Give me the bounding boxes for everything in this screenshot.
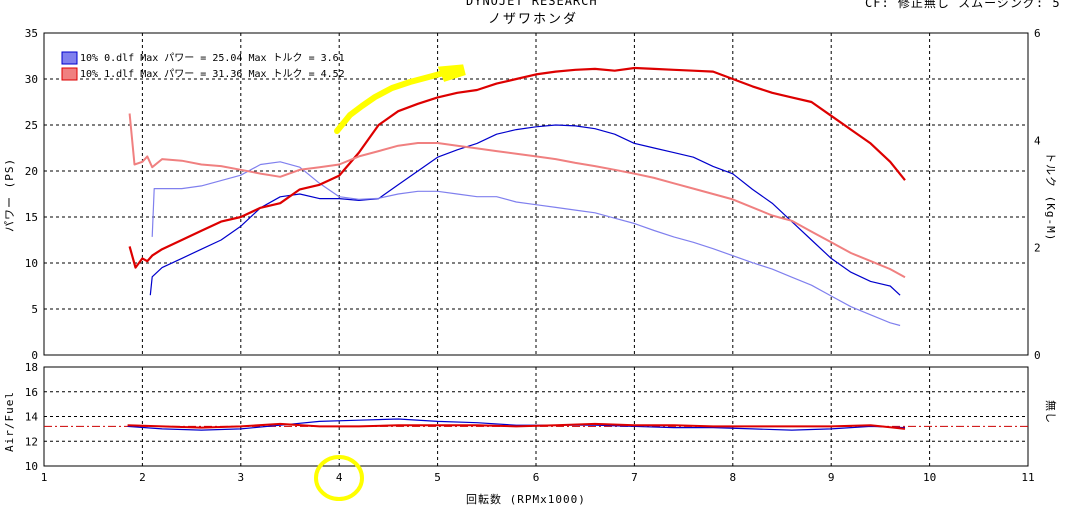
x-tick-label: 5 (434, 471, 441, 484)
x-tick-label: 9 (828, 471, 835, 484)
series-lines (127, 66, 906, 431)
yellow-highlight-blob (437, 64, 466, 82)
y-tick-label-power: 15 (25, 211, 38, 224)
x-tick-label: 1 (41, 471, 48, 484)
legend-swatch-run-0 (61, 51, 78, 65)
y2-tick-label-torque: 4 (1034, 134, 1041, 147)
x-tick-label: 10 (923, 471, 936, 484)
y2-tick-label-torque: 0 (1034, 349, 1041, 362)
y-tick-label-power: 5 (31, 303, 38, 316)
y-tick-label-air-fuel: 10 (25, 460, 38, 473)
legend-entry-run-1: 10% 1.dlf Max パワー = 31.36 Max トルク = 4.52 (80, 68, 345, 80)
y-tick-label-air-fuel: 12 (25, 435, 38, 448)
run-1-air-fuel-line (127, 422, 906, 430)
y-tick-label-power: 35 (25, 27, 38, 40)
y-axis-label-power: パワー (PS) (3, 158, 16, 232)
x-axis-label: 回転数 (RPMx1000) (466, 493, 586, 506)
y-tick-label-power: 30 (25, 73, 38, 86)
y2-axis-label-air-fuel: 無し (1044, 400, 1058, 424)
y-tick-label-power: 0 (31, 349, 38, 362)
y-tick-label-air-fuel: 16 (25, 386, 38, 399)
y-tick-label-air-fuel: 14 (25, 411, 39, 424)
power-torque-panel (43, 32, 1029, 356)
run-0-torque-line (151, 161, 901, 327)
run-0-air-fuel-line (127, 418, 906, 431)
y-tick-label-power: 10 (25, 257, 38, 270)
y-axis-label-air-fuel: Air/Fuel (3, 391, 16, 452)
x-tick-label: 3 (237, 471, 244, 484)
run-0-power-line (149, 124, 901, 296)
run-1-torque-line (128, 113, 906, 279)
y-tick-label-air-fuel: 18 (25, 361, 38, 374)
run-1-power-line (128, 66, 906, 269)
y-tick-label-power: 25 (25, 119, 38, 132)
axis-ticks: 1 2 3 4 5 6 7 8 9 10 11051015202530350246101214161… (25, 27, 1041, 484)
legend-swatch-run-1 (61, 67, 78, 81)
y2-axis-label-torque: トルク (Kg-M) (1044, 152, 1057, 241)
legend-entry-run-0: 10% 0.dlf Max パワー = 25.04 Max トルク = 3.61 (80, 52, 345, 64)
power-torque-grid (44, 33, 1028, 355)
x-tick-label: 8 (729, 471, 736, 484)
settings-text: CF: 修正無し スムージング: 5 (865, 0, 1061, 10)
x-tick-label: 11 (1021, 471, 1034, 484)
y2-tick-label-torque: 2 (1034, 242, 1041, 255)
x-tick-label: 6 (533, 471, 540, 484)
x-tick-label: 2 (139, 471, 146, 484)
rpm-4-highlight-circle (314, 455, 364, 501)
chart-subtitle: ノザワホンダ (488, 12, 579, 27)
y2-tick-label-torque: 6 (1034, 27, 1041, 40)
x-tick-label: 4 (336, 471, 343, 484)
x-tick-label: 7 (631, 471, 638, 484)
y-tick-label-power: 20 (25, 165, 38, 178)
chart-title: DYNOJET RESEARCH (466, 0, 598, 8)
